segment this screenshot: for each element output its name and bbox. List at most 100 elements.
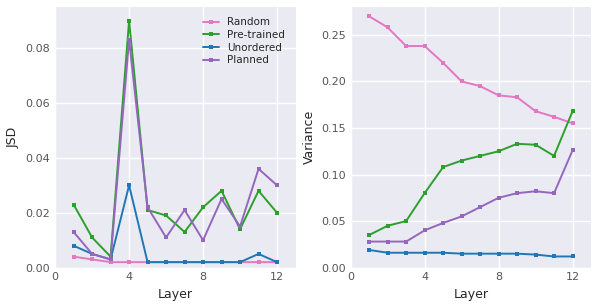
Random	[163, 260, 170, 264]
Random	[551, 115, 558, 119]
Random	[365, 14, 373, 18]
Planned	[477, 205, 484, 209]
Unordered	[273, 260, 280, 264]
Pre-trained	[70, 203, 77, 206]
Unordered	[458, 252, 465, 256]
X-axis label: Layer: Layer	[453, 288, 489, 301]
Pre-trained	[532, 143, 539, 147]
Random	[200, 260, 207, 264]
Pre-trained	[569, 109, 576, 113]
Random	[440, 61, 447, 65]
Unordered	[384, 251, 391, 255]
Pre-trained	[365, 233, 373, 237]
Planned	[200, 238, 207, 242]
Pre-trained	[273, 211, 280, 215]
Random	[421, 44, 428, 48]
Pre-trained	[126, 19, 133, 22]
Pre-trained	[236, 227, 243, 231]
Planned	[569, 148, 576, 152]
Pre-trained	[440, 165, 447, 169]
Random	[384, 26, 391, 29]
Line: Pre-trained: Pre-trained	[367, 109, 575, 237]
Random	[107, 260, 114, 264]
Line: Planned: Planned	[71, 38, 279, 262]
Random	[458, 79, 465, 83]
Planned	[70, 230, 77, 234]
Planned	[273, 184, 280, 187]
Planned	[421, 229, 428, 232]
Line: Unordered: Unordered	[71, 183, 279, 265]
Planned	[384, 240, 391, 243]
Random	[402, 44, 410, 48]
Random	[70, 255, 77, 258]
Random	[569, 121, 576, 125]
Planned	[458, 215, 465, 218]
Pre-trained	[144, 208, 151, 212]
Planned	[144, 205, 151, 209]
Planned	[514, 191, 521, 195]
Random	[218, 260, 225, 264]
Pre-trained	[163, 214, 170, 217]
Pre-trained	[495, 149, 502, 153]
Random	[236, 260, 243, 264]
Unordered	[163, 260, 170, 264]
Unordered	[200, 260, 207, 264]
Unordered	[421, 251, 428, 255]
Random	[514, 95, 521, 99]
Unordered	[440, 251, 447, 255]
Line: Random: Random	[367, 14, 575, 126]
Unordered	[551, 255, 558, 258]
Pre-trained	[181, 230, 188, 234]
Unordered	[236, 260, 243, 264]
Random	[144, 260, 151, 264]
Unordered	[365, 248, 373, 252]
Pre-trained	[514, 142, 521, 146]
Pre-trained	[402, 219, 410, 223]
Random	[126, 260, 133, 264]
Line: Random: Random	[71, 254, 279, 265]
Line: Planned: Planned	[367, 148, 575, 244]
Planned	[89, 252, 96, 256]
Line: Unordered: Unordered	[367, 248, 575, 259]
Random	[477, 84, 484, 88]
Unordered	[89, 252, 96, 256]
Pre-trained	[255, 189, 262, 192]
Random	[532, 109, 539, 113]
Planned	[402, 240, 410, 243]
Planned	[163, 236, 170, 239]
Random	[89, 257, 96, 261]
Planned	[255, 167, 262, 171]
Planned	[236, 225, 243, 228]
Planned	[365, 240, 373, 243]
Pre-trained	[218, 189, 225, 192]
Pre-trained	[477, 154, 484, 158]
Planned	[495, 196, 502, 200]
X-axis label: Layer: Layer	[158, 288, 193, 301]
Random	[181, 260, 188, 264]
Pre-trained	[551, 154, 558, 158]
Legend: Random, Pre-trained, Unordered, Planned: Random, Pre-trained, Unordered, Planned	[198, 12, 290, 71]
Random	[273, 260, 280, 264]
Pre-trained	[384, 224, 391, 228]
Unordered	[402, 251, 410, 255]
Unordered	[144, 260, 151, 264]
Pre-trained	[458, 159, 465, 162]
Planned	[532, 189, 539, 193]
Planned	[440, 221, 447, 225]
Unordered	[477, 252, 484, 256]
Pre-trained	[107, 255, 114, 258]
Pre-trained	[89, 236, 96, 239]
Random	[255, 260, 262, 264]
Unordered	[70, 244, 77, 248]
Unordered	[495, 252, 502, 256]
Unordered	[181, 260, 188, 264]
Y-axis label: JSD: JSD	[7, 127, 20, 148]
Unordered	[569, 255, 576, 258]
Planned	[181, 208, 188, 212]
Planned	[551, 191, 558, 195]
Planned	[126, 38, 133, 42]
Unordered	[107, 257, 114, 261]
Pre-trained	[200, 205, 207, 209]
Unordered	[218, 260, 225, 264]
Unordered	[255, 252, 262, 256]
